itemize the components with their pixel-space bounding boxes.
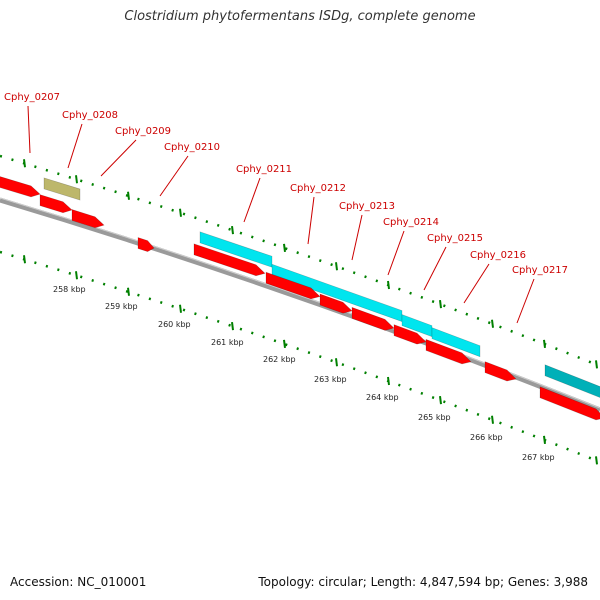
gene-feature-arrow[interactable] [71,209,105,229]
major-tick [75,271,78,280]
scale-label-264: 264 kbp [366,393,399,402]
major-tick [595,360,598,369]
major-tick [439,300,442,309]
gene-feature-arrow[interactable] [351,306,395,331]
gene-feature-arrow[interactable] [39,194,73,214]
gene-label-cphy-0212[interactable]: Cphy_0212 [290,183,346,194]
scale-label-266: 266 kbp [470,433,503,442]
label-leader-line [100,139,137,177]
major-tick [491,319,494,328]
major-tick [127,287,130,296]
label-leader-lines [27,105,535,324]
gene-feature-arrow[interactable] [425,338,472,365]
major-tick [23,159,26,168]
gene-label-cphy-0211[interactable]: Cphy_0211 [236,164,292,175]
gene-labels: Cphy_0207 Cphy_0208 Cphy_0209 Cphy_0210 … [4,92,568,276]
gene-label-cphy-0214[interactable]: Cphy_0214 [383,217,439,228]
major-tick [75,175,78,184]
major-tick [23,255,26,264]
gene-label-cphy-0209[interactable]: Cphy_0209 [115,126,171,137]
label-leader-line [463,263,490,304]
major-ticks [23,159,598,465]
major-tick [231,225,234,235]
label-leader-line [387,230,405,276]
map-title: Clostridium phytofermentans ISDg, comple… [124,9,476,24]
label-leader-line [307,196,315,245]
major-tick [387,376,390,386]
major-tick [127,191,130,200]
major-tick [595,456,598,465]
scale-labels: 258 kbp 259 kbp 260 kbp 261 kbp 262 kbp … [53,285,555,462]
major-tick [335,358,338,367]
scale-label-263: 263 kbp [314,375,347,384]
gene-label-cphy-0215[interactable]: Cphy_0215 [427,233,483,244]
major-tick [491,415,494,424]
rna-feature-box[interactable] [544,364,600,400]
gene-label-cphy-0216[interactable]: Cphy_0216 [470,250,526,261]
scale-label-261: 261 kbp [211,338,244,347]
genome-summary-text: Topology: circular; Length: 4,847,594 bp… [258,575,588,589]
scale-label-258: 258 kbp [53,285,86,294]
label-leader-line [159,155,189,197]
major-tick [179,208,182,217]
gene-feature-arrow[interactable] [393,324,427,345]
gene-label-cphy-0207[interactable]: Cphy_0207 [4,92,60,103]
gene-feature-arrow[interactable] [0,175,41,198]
gene-label-cphy-0210[interactable]: Cphy_0210 [164,142,220,153]
major-tick [543,435,546,444]
gene-label-cphy-0208[interactable]: Cphy_0208 [62,110,118,121]
major-tick [387,280,390,290]
gene-feature-arrow[interactable] [484,361,517,382]
gene-feature-arrow[interactable] [539,386,600,421]
major-tick [283,339,286,349]
major-tick [179,304,182,313]
label-leader-line [351,214,363,261]
scale-label-259: 259 kbp [105,302,138,311]
accession-text: Accession: NC_010001 [10,575,147,589]
major-tick [543,339,546,348]
rna-feature-box[interactable] [43,177,81,201]
label-leader-line [67,123,83,169]
major-tick [439,396,442,405]
feature-track [0,175,600,421]
scale-label-265: 265 kbp [418,413,451,422]
major-tick [231,321,234,331]
scale-label-262: 262 kbp [263,355,296,364]
gene-feature-arrow[interactable] [137,237,155,252]
scale-label-260: 260 kbp [158,320,191,329]
label-leader-line [423,246,447,291]
gene-feature-arrow[interactable] [319,293,353,314]
gene-label-cphy-0217[interactable]: Cphy_0217 [512,265,568,276]
backbone-line [0,197,600,413]
major-tick [283,243,286,253]
rna-feature-box[interactable] [431,327,481,358]
gene-label-cphy-0213[interactable]: Cphy_0213 [339,201,395,212]
gene-feature-arrow[interactable] [265,271,321,300]
label-leader-line [516,278,535,324]
label-leader-line [27,105,31,154]
scale-label-267: 267 kbp [522,453,555,462]
gene-feature-arrow[interactable] [193,243,266,277]
label-leader-line [243,177,261,223]
major-tick [335,262,338,271]
